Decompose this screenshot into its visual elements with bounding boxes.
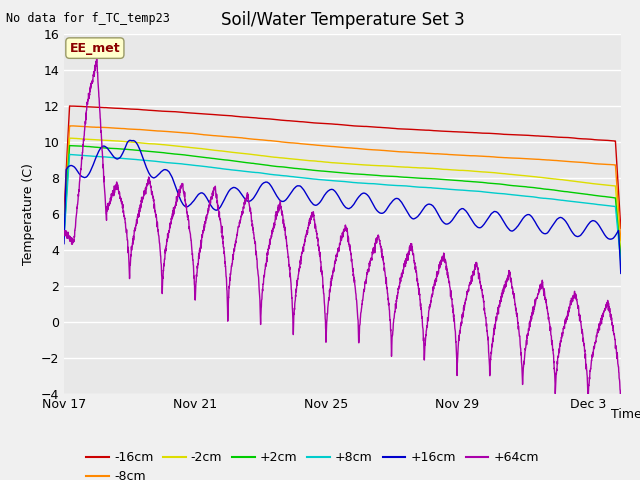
Text: EE_met: EE_met [70,42,120,55]
X-axis label: Time: Time [611,408,640,421]
Title: Soil/Water Temperature Set 3: Soil/Water Temperature Set 3 [221,11,464,29]
Text: No data for f_TC_temp23: No data for f_TC_temp23 [6,12,170,25]
Legend: -16cm, -8cm, -2cm, +2cm, +8cm, +16cm, +64cm: -16cm, -8cm, -2cm, +2cm, +8cm, +16cm, +6… [81,446,543,480]
Y-axis label: Temperature (C): Temperature (C) [22,163,35,264]
